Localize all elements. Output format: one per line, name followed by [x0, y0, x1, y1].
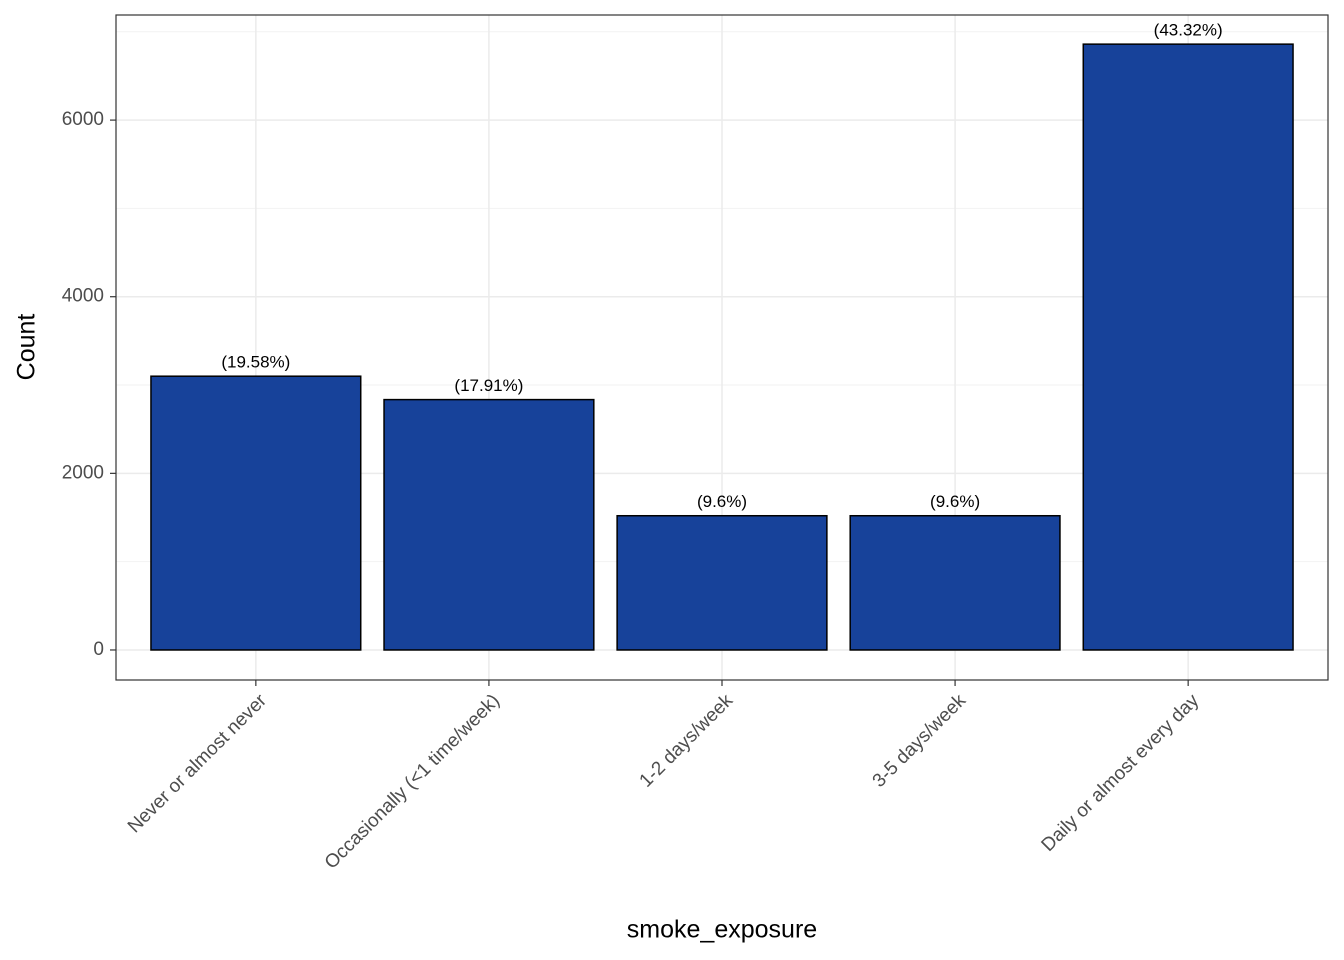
x-tick-label: Occasionally (<1 time/week) — [321, 690, 504, 873]
y-tick-label: 2000 — [62, 462, 104, 483]
bar — [150, 375, 362, 651]
y-tick-label: 4000 — [62, 286, 104, 307]
x-tick-label: Daily or almost every day — [1038, 690, 1204, 856]
bar — [1082, 43, 1294, 651]
bar — [383, 398, 595, 651]
x-tick-label: 1-2 days/week — [636, 690, 738, 792]
y-tick-label: 0 — [93, 639, 104, 660]
bar — [849, 514, 1061, 651]
bar-label: (9.6%) — [697, 492, 747, 511]
x-tick-label: Never or almost never — [124, 690, 271, 837]
bar-label: (17.91%) — [454, 376, 523, 395]
x-tick-label: 3-5 days/week — [869, 690, 971, 792]
bar-label: (9.6%) — [930, 492, 980, 511]
panel-border — [115, 14, 1329, 681]
bar-label: (43.32%) — [1154, 21, 1223, 40]
y-axis-title: Count — [13, 314, 41, 381]
bar — [616, 514, 828, 651]
y-tick-label: 6000 — [62, 109, 104, 130]
x-axis-title: smoke_exposure — [627, 916, 817, 944]
bar-label: (19.58%) — [221, 353, 290, 372]
